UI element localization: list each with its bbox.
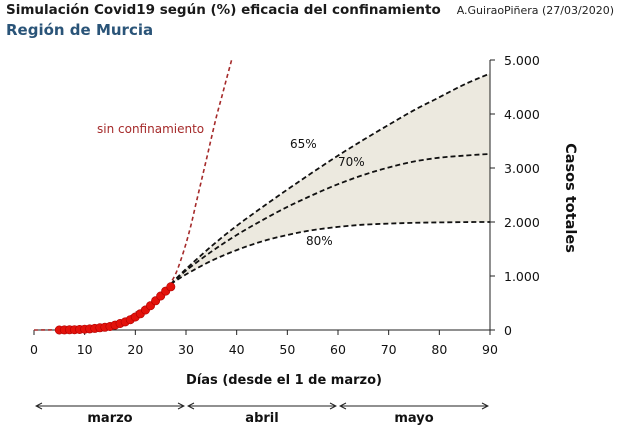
series-label-65-: 65% (290, 137, 317, 151)
x-axis-label: Días (desde el 1 de marzo) (186, 373, 382, 388)
x-tick-label: 10 (77, 342, 93, 357)
y-axis-label: Casos totales (562, 143, 578, 253)
chart-author: A.GuiraoPiñera (27/03/2020) (456, 4, 614, 17)
month-label: mayo (394, 411, 433, 425)
x-tick-label: 50 (279, 342, 295, 357)
series-line-80- (170, 221, 491, 285)
x-tick-label: 30 (178, 342, 194, 357)
month-label: abril (245, 411, 278, 425)
series-label-sin-confinamiento: sin confinamiento (97, 122, 204, 136)
x-tick-label: 60 (330, 342, 346, 357)
chart-title: Simulación Covid19 según (%) eficacia de… (6, 2, 441, 18)
scenario-band (170, 73, 491, 285)
series-line-65- (170, 72, 491, 285)
series-label-70-: 70% (338, 155, 365, 169)
x-tick-label: 0 (30, 342, 38, 357)
y-tick-label: 3.000 (504, 161, 540, 176)
x-tick-label: 20 (127, 342, 143, 357)
y-tick-label: 5.000 (504, 53, 540, 68)
month-label: marzo (87, 411, 132, 425)
x-tick-label: 80 (431, 342, 447, 357)
y-tick-label: 4.000 (504, 107, 540, 122)
x-tick-label: 70 (381, 342, 397, 357)
x-tick-label: 90 (482, 342, 498, 357)
y-tick-label: 2.000 (504, 215, 540, 230)
series-label-80-: 80% (306, 234, 333, 248)
y-tick-label: 1.000 (504, 269, 540, 284)
y-tick-label: 0 (504, 323, 512, 338)
chart-subtitle: Región de Murcia (6, 21, 154, 39)
observed-point (166, 282, 176, 292)
series-line-70- (170, 153, 491, 285)
x-tick-label: 40 (229, 342, 245, 357)
series-line-sin-confinamiento (33, 59, 233, 331)
